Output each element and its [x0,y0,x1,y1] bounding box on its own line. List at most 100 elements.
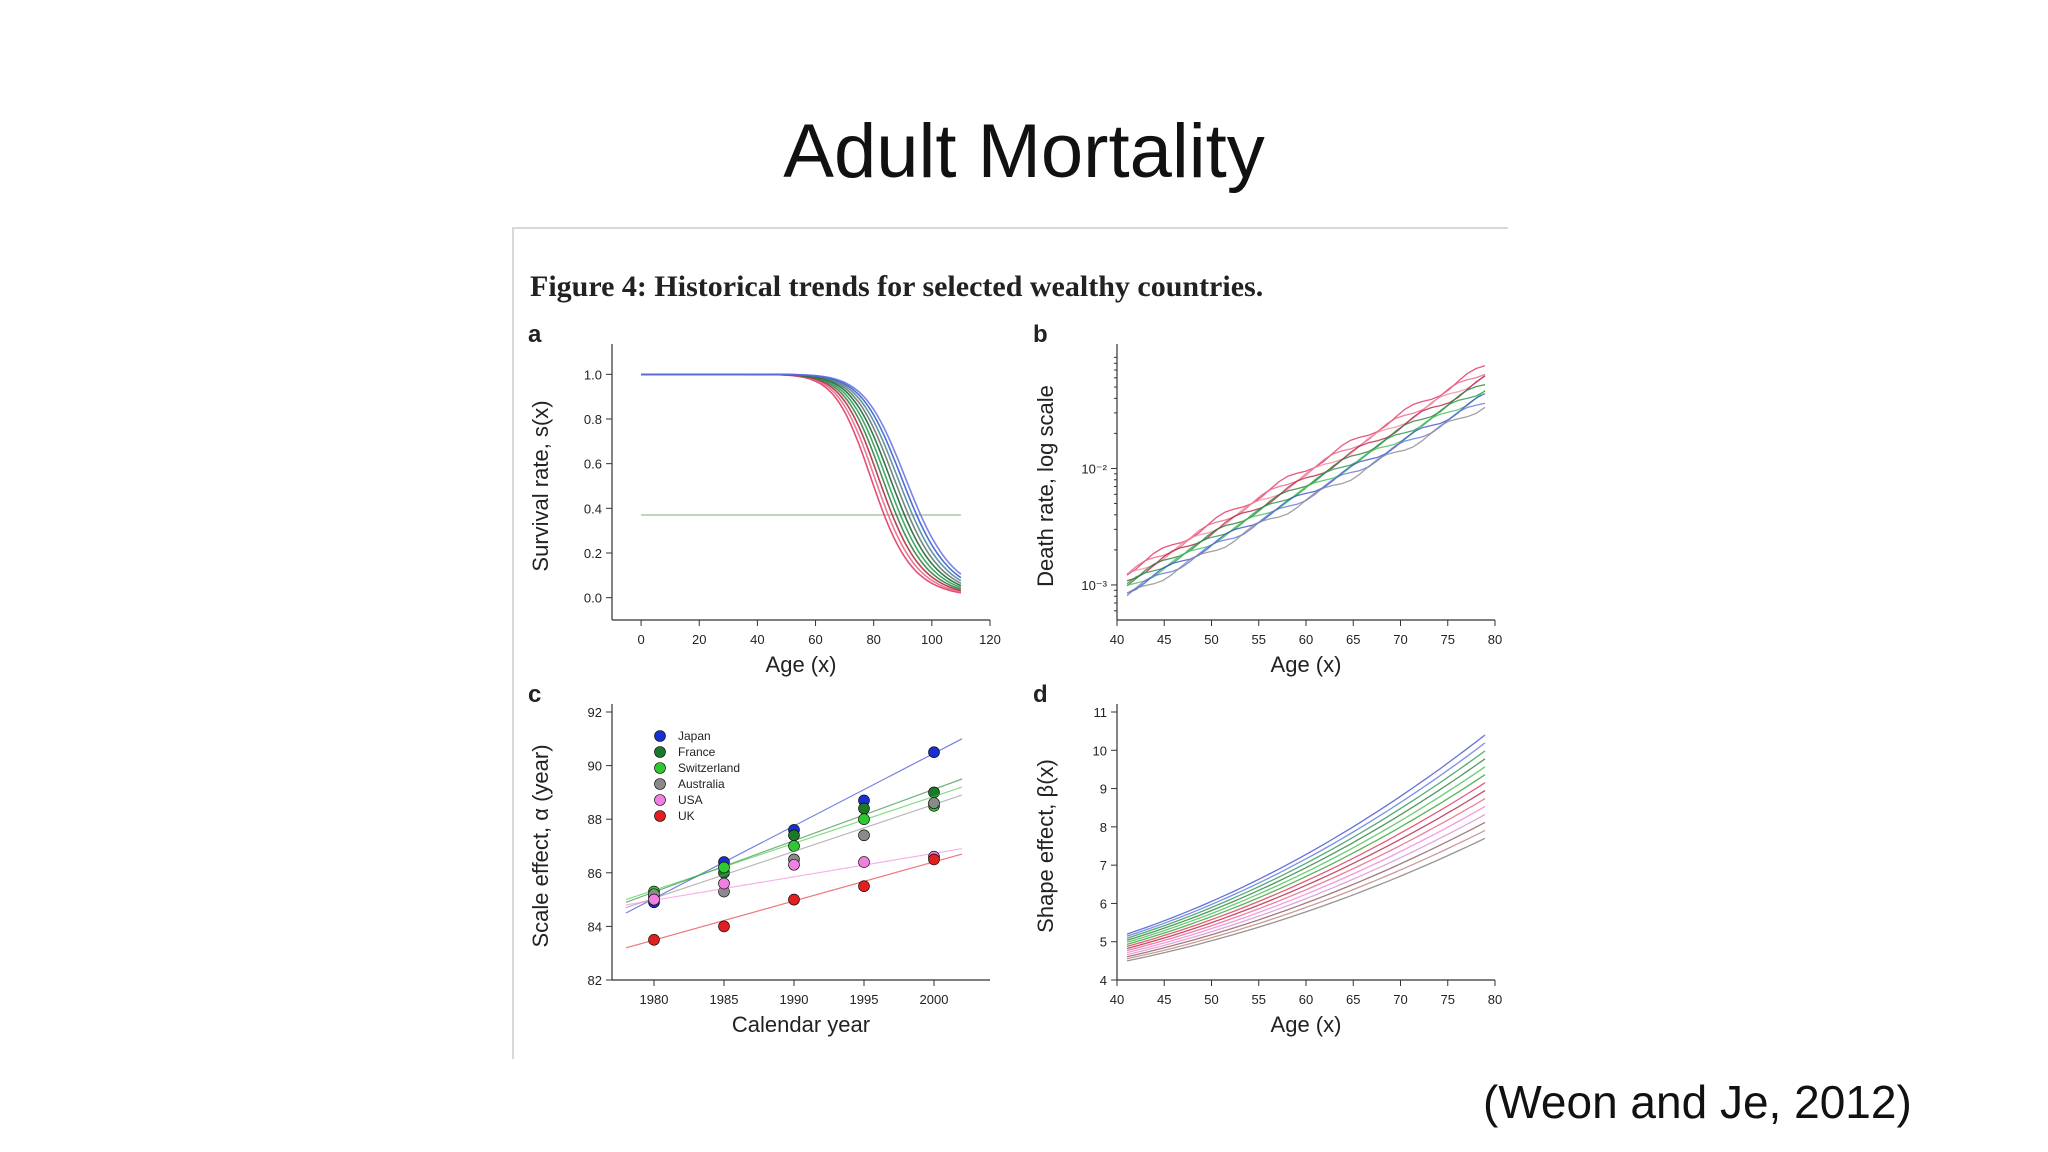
scale-data-point [928,797,940,809]
x-tick-label: 1995 [850,992,879,1007]
y-tick-label: 10⁻³ [1081,578,1107,593]
x-tick-label: 60 [1299,992,1313,1007]
x-tick-label: 80 [1488,632,1502,647]
death-rate-series-line [1126,390,1486,586]
y-axis-title: Scale effect, α (year) [528,744,553,947]
scale-data-point [718,877,730,890]
survival-series-line [641,373,962,585]
y-tick-label: 9 [1100,782,1107,797]
x-tick-label: 120 [979,632,1001,647]
y-tick-label: 7 [1100,858,1107,873]
survival-series-line [641,373,962,593]
y-tick-label: 6 [1100,896,1107,911]
survival-series-line [641,373,962,575]
x-axis-title: Calendar year [732,1012,870,1037]
x-tick-label: 0 [637,632,644,647]
legend-marker [654,730,666,742]
x-axis-title: Age (x) [1271,1012,1342,1037]
y-tick-label: 5 [1100,935,1107,950]
x-tick-label: 45 [1157,632,1171,647]
y-tick-label: 0.0 [584,591,602,606]
y-tick-label: 10 [1093,743,1107,758]
legend-marker [654,810,666,822]
slide-title: Adult Mortality [783,109,1265,194]
scale-data-point [928,746,940,758]
legend-label: Australia [678,777,725,791]
survival-series-line [641,373,962,594]
x-tick-label: 1985 [710,992,739,1007]
shape-effect-series-line [1126,829,1486,960]
shape-effect-series-line [1126,750,1486,939]
legend-label: Japan [678,729,711,743]
y-tick-label: 0.8 [584,412,602,427]
survival-series-line [641,373,962,579]
panel-letter: d [1033,681,1048,708]
survival-series-line [641,373,962,587]
x-tick-label: 60 [1299,632,1313,647]
x-tick-label: 45 [1157,992,1171,1007]
figure-frame [512,227,1508,1059]
x-tick-label: 40 [1110,632,1124,647]
panel-letter: c [528,681,541,708]
x-tick-label: 75 [1441,992,1455,1007]
shape-effect-series-line [1126,805,1486,954]
x-tick-label: 1990 [780,992,809,1007]
shape-effect-series-line [1126,766,1486,943]
legend-marker [654,746,666,758]
shape-effect-series-line [1126,798,1486,952]
figure-caption: Figure 4: Historical trends for selected… [530,270,1264,303]
legend-marker [654,778,666,790]
scale-data-point [858,880,870,892]
x-axis-title: Age (x) [1271,652,1342,677]
shape-effect-series-line [1126,821,1486,958]
scale-data-point [788,858,800,871]
panel-c-scale-effect-chart: c 1980 1985 1990 1995 2000 82 84 86 88 90 92 Calenda… [528,681,990,1037]
y-axis-title: Shape effect, β(x) [1033,759,1058,933]
scale-data-point [788,893,800,906]
scale-data-point [858,802,870,815]
x-axis-title: Age (x) [766,652,837,677]
x-tick-label: 65 [1346,632,1360,647]
y-tick-label: 0.4 [584,501,602,516]
y-tick-label: 88 [588,812,602,827]
panel-a-survival-chart: a 0 20 40 60 80 100 120 0.0 0.2 0.4 0.6 0.8 1.0 Age (x… [528,321,1001,677]
scale-data-point [718,920,730,933]
scale-data-point [788,829,800,842]
x-tick-label: 1980 [640,992,669,1007]
x-tick-label: 100 [921,632,943,647]
y-tick-label: 90 [588,759,602,774]
x-tick-label: 70 [1393,632,1407,647]
y-tick-label: 0.6 [584,457,602,472]
y-tick-label: 0.2 [584,546,602,561]
scale-data-point [648,933,660,946]
legend-label: USA [678,793,703,807]
shape-effect-series-line [1126,837,1486,962]
scale-data-point [858,813,870,825]
panel-b-death-rate-chart: b 40 45 50 55 60 65 70 75 80 10⁻³ 10⁻² Age (x) Death … [1033,321,1502,677]
legend-label: France [678,745,716,759]
legend-label: Switzerland [678,761,740,775]
y-axis-title: Survival rate, s(x) [528,400,553,571]
x-tick-label: 60 [808,632,822,647]
y-tick-label: 4 [1100,973,1107,988]
death-rate-series-line [1126,406,1486,594]
shape-effect-series-line [1126,734,1486,935]
shape-effect-series-line [1126,774,1486,946]
x-tick-label: 80 [866,632,880,647]
x-tick-label: 2000 [920,992,949,1007]
y-tick-label: 11 [1094,705,1108,720]
x-tick-label: 55 [1252,992,1266,1007]
x-tick-label: 20 [692,632,706,647]
death-rate-series-line [1126,375,1486,582]
x-tick-label: 75 [1441,632,1455,647]
scale-fit-line [625,848,963,906]
panel-letter: a [528,321,542,348]
x-tick-label: 70 [1393,992,1407,1007]
y-tick-label: 10⁻² [1081,461,1107,476]
y-tick-label: 92 [588,705,602,720]
x-tick-label: 50 [1204,992,1218,1007]
y-tick-label: 82 [588,973,602,988]
death-rate-series-line [1126,374,1486,575]
shape-effect-series-line [1126,742,1486,937]
